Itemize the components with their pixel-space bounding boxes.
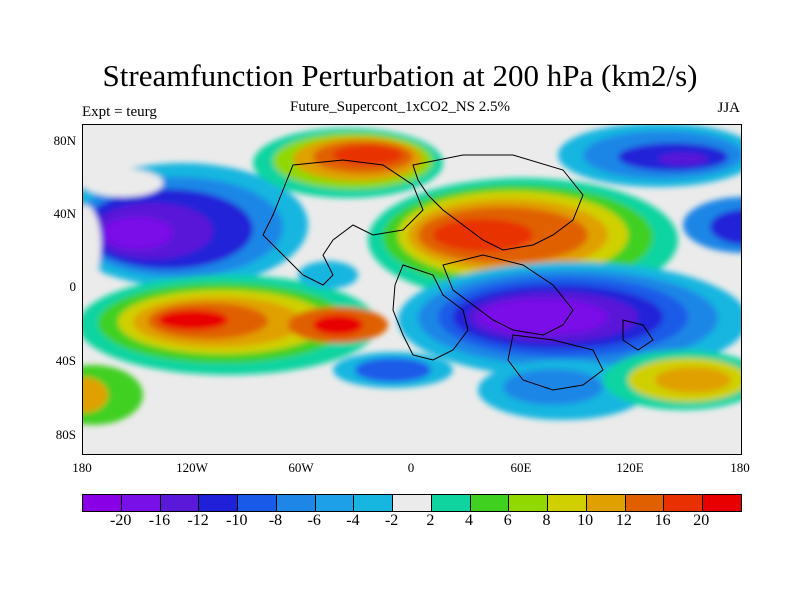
colorbar-tick-label: 8 bbox=[542, 512, 551, 529]
season-label: JJA bbox=[717, 100, 740, 116]
colorbar-tick-label: 12 bbox=[615, 512, 632, 529]
colorbar-tick-label: 2 bbox=[426, 512, 435, 529]
lon-tick-label: 180 bbox=[730, 460, 750, 475]
colorbar-box bbox=[703, 495, 742, 511]
experiment-label: Expt = teurg bbox=[82, 104, 157, 120]
colorbar-box bbox=[121, 495, 161, 511]
experiment-subtitle: Future_Supercont_1xCO2_NS 2.5% bbox=[290, 99, 510, 115]
continent-outlines bbox=[262, 154, 654, 391]
colorbar-box bbox=[238, 495, 277, 511]
colorbar-tick-label: -20 bbox=[110, 512, 132, 529]
continent-outline-island bbox=[622, 319, 654, 351]
lat-tick-label: 0 bbox=[69, 279, 77, 294]
lon-tick-label: 120W bbox=[176, 460, 208, 475]
colorbar bbox=[82, 494, 742, 512]
lon-tick-label: 60E bbox=[510, 460, 532, 475]
colorbar-tick-label: -2 bbox=[384, 512, 399, 529]
streamfunction-map bbox=[83, 125, 741, 454]
lon-tick-label: 120E bbox=[616, 460, 644, 475]
plot-title: Streamfunction Perturbation at 200 hPa (… bbox=[102, 58, 698, 93]
colorbar-box bbox=[160, 495, 200, 511]
colorbar-box bbox=[548, 495, 587, 511]
continent-outline-eurasia bbox=[412, 154, 584, 251]
colorbar-box bbox=[354, 495, 394, 511]
colorbar-box bbox=[470, 495, 510, 511]
colorbar-box bbox=[509, 495, 549, 511]
lon-tick-label: 0 bbox=[407, 460, 415, 475]
colorbar-box bbox=[83, 495, 122, 511]
colorbar-box bbox=[586, 495, 626, 511]
colorbar-tick-label: 20 bbox=[693, 512, 710, 529]
colorbar-tick-label: -4 bbox=[346, 512, 360, 529]
colorbar-tick-label: 4 bbox=[465, 512, 474, 529]
lon-tick-label: 60W bbox=[288, 460, 314, 475]
colorbar-box bbox=[276, 495, 316, 511]
continent-outline-africa bbox=[442, 254, 574, 336]
continent-outline-north-america bbox=[262, 159, 424, 286]
colorbar-tick-label: -6 bbox=[307, 512, 321, 529]
colorbar-box bbox=[431, 495, 471, 511]
colorbar-tick-label: 10 bbox=[577, 512, 594, 529]
continent-outline-south-america bbox=[392, 264, 469, 361]
colorbar-box bbox=[199, 495, 239, 511]
colorbar-tick-label: 6 bbox=[503, 512, 512, 529]
map-panel bbox=[82, 124, 742, 455]
colorbar-tick-label: -12 bbox=[187, 512, 209, 529]
colorbar-box bbox=[664, 495, 704, 511]
lat-tick-label: 80S bbox=[55, 427, 76, 442]
lat-tick-label: 80N bbox=[53, 133, 76, 148]
colorbar-box bbox=[315, 495, 355, 511]
continent-outline-australia bbox=[507, 334, 604, 391]
lat-tick-label: 40N bbox=[53, 206, 76, 221]
colorbar-box bbox=[625, 495, 665, 511]
colorbar-tick-label: 16 bbox=[654, 512, 671, 529]
contour-fill bbox=[83, 125, 741, 425]
colorbar-tick-label: -16 bbox=[148, 512, 171, 529]
lon-tick-label: 180 bbox=[72, 460, 92, 475]
colorbar-box bbox=[393, 495, 432, 511]
colorbar-tick-label: -8 bbox=[268, 512, 283, 529]
colorbar-tick-label: -10 bbox=[226, 512, 248, 529]
lat-tick-label: 40S bbox=[55, 353, 76, 368]
